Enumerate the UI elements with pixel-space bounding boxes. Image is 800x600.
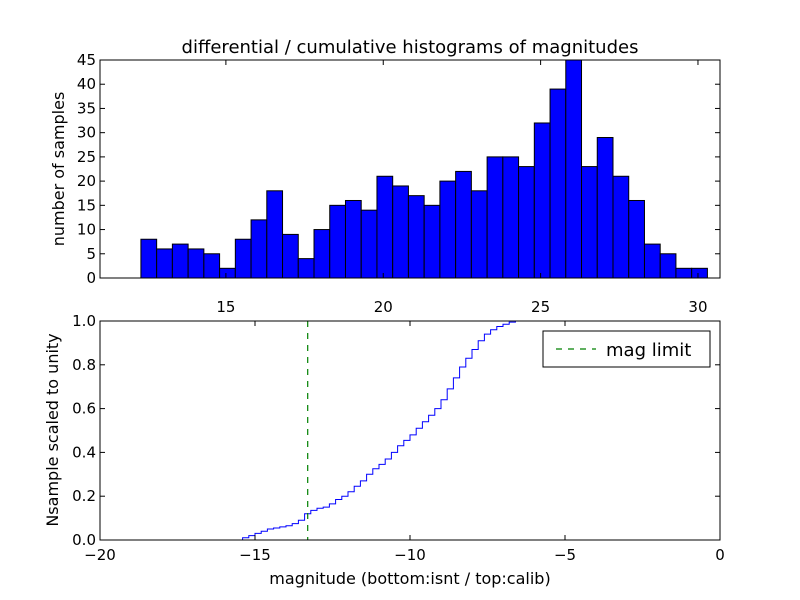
y-tick-label: 5 [86,245,96,263]
histogram-bar [392,185,409,279]
x-tick-label: 25 [531,298,550,316]
y-tick-label: 20 [77,172,96,190]
histogram-bar [297,258,315,279]
x-tick-label: −10 [394,546,426,564]
histogram-bar [407,195,425,279]
cumulative-step-line [100,320,720,541]
x-tick-label: 15 [216,298,235,316]
histogram-bar [691,267,708,279]
histogram-bar [675,267,693,279]
histogram-bar [187,248,205,279]
y-tick-label: 1.0 [72,312,96,330]
histogram-bar [643,243,661,279]
histogram-bar [250,219,268,279]
histogram-bar [581,166,598,279]
histogram-bar [171,243,189,279]
histogram-bar [282,233,299,279]
histogram-bar [518,166,535,279]
histogram-bar [628,199,645,279]
bottom-y-axis-ticks: 0.0 0.2 0.4 0.6 0.8 1.0 [72,312,720,549]
y-tick-label: 40 [77,75,96,93]
histogram-bar [219,267,236,279]
histogram-bar [486,156,504,279]
x-tick-label: −15 [239,546,271,564]
histogram-bar [344,199,362,279]
y-tick-label: 45 [77,51,96,69]
bottom-y-axis-label: Nsample scaled to unity [43,333,62,526]
y-tick-label: 10 [77,221,96,239]
histogram-bar [549,88,567,279]
histogram-bar [140,238,158,279]
x-tick-label: 20 [374,298,393,316]
histogram-bar [659,253,677,279]
histogram-bars [140,59,708,279]
top-axes-frame [99,59,721,279]
y-tick-label: 0.4 [72,443,96,461]
y-tick-label: 0.8 [72,356,96,374]
legend: mag limit [542,330,711,368]
top-x-axis-ticks: 15 20 25 30 [216,60,708,316]
y-tick-label: 30 [77,124,96,142]
histogram-bar [612,175,630,279]
y-tick-label: 35 [77,99,96,117]
histogram-bar [502,156,520,279]
top-chart-title: differential / cumulative histograms of … [182,37,639,58]
histogram-bar [203,253,221,279]
y-tick-label: 0 [86,269,96,287]
legend-mag-limit-label: mag limit [606,340,691,361]
histogram-bar [266,190,284,279]
histogram-bar [360,209,378,279]
histogram-bar [533,122,551,279]
y-tick-label: 0.2 [72,487,96,505]
histogram-bar [439,180,457,279]
y-tick-label: 25 [77,148,96,166]
histogram-bar [596,137,614,279]
bottom-axes-frame [99,320,721,541]
top-histogram-panel: differential / cumulative histograms of … [49,37,721,316]
histogram-bar [470,190,488,279]
histogram-bar [329,204,346,279]
histogram-bar [313,229,331,279]
y-tick-label: 0.6 [72,400,96,418]
histogram-bar [234,238,252,279]
histogram-bar [423,204,441,279]
top-y-axis-label: number of samples [49,92,68,247]
bottom-cumulative-panel: 0.0 0.2 0.4 0.6 0.8 1.0 −20 −15 −10 −5 0 Nsample … [43,312,725,588]
y-tick-label: 15 [77,196,96,214]
x-tick-label: 0 [715,546,725,564]
x-tick-label: −20 [84,546,116,564]
histogram-bar [376,175,394,279]
y-tick-label: 0.0 [72,531,96,549]
histogram-bar [565,59,583,279]
histogram-bar [156,248,173,279]
histogram-bar [455,170,472,279]
x-tick-label: 30 [688,298,707,316]
bottom-x-axis-label: magnitude (bottom:isnt / top:calib) [269,569,550,588]
x-tick-label: −5 [554,546,576,564]
